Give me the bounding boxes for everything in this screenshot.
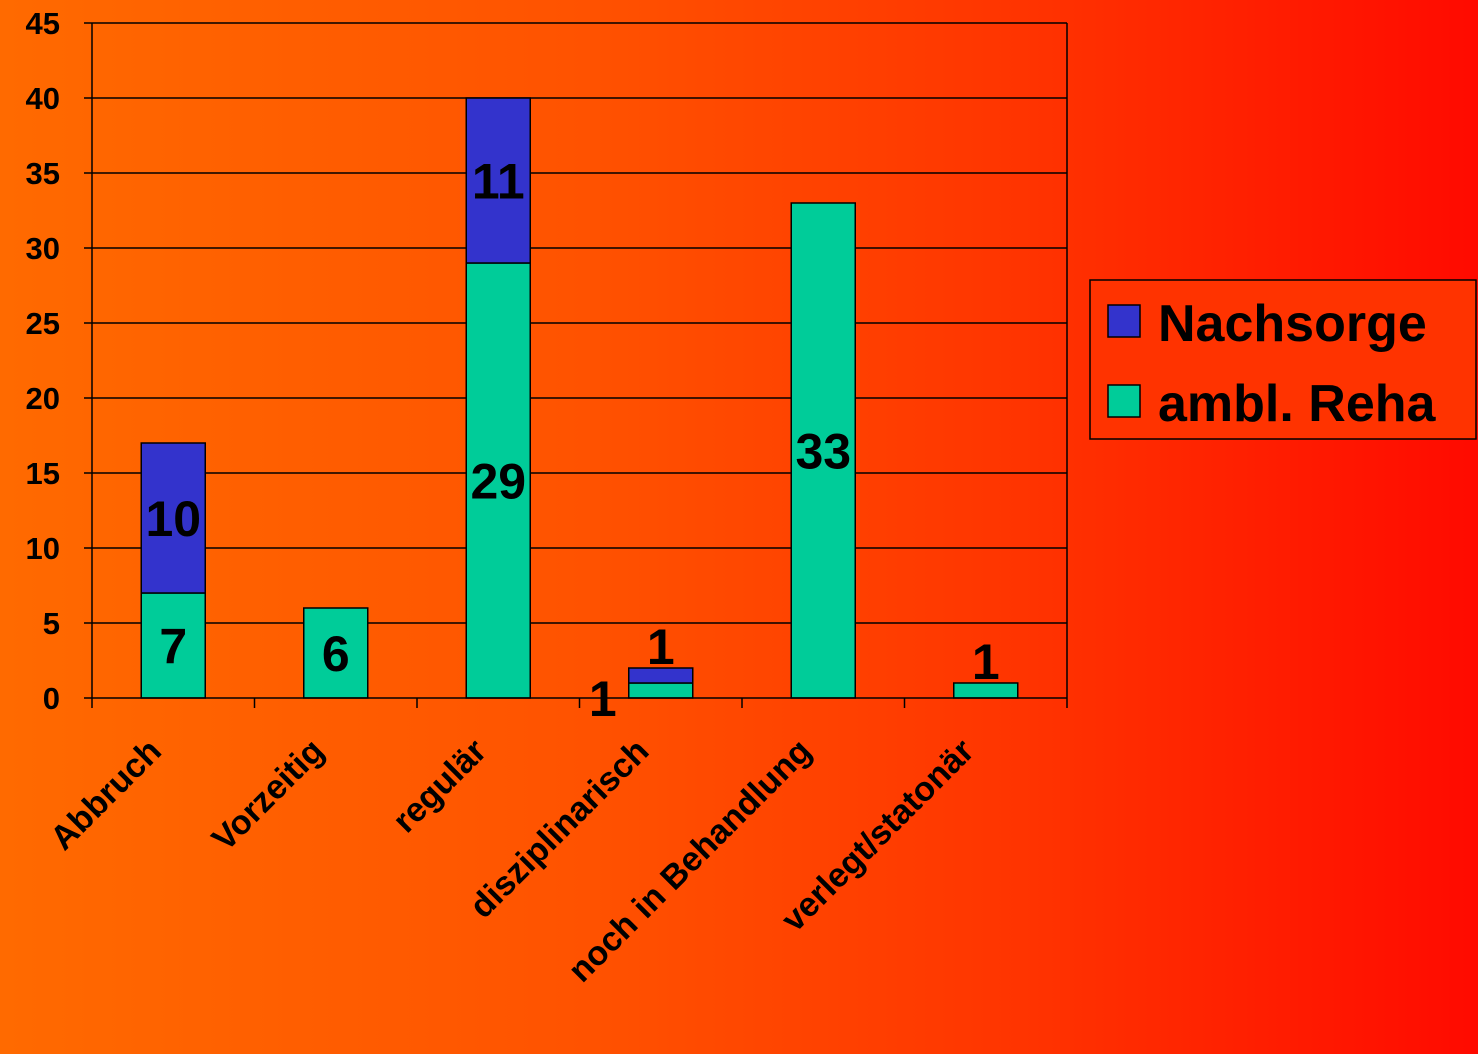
x-tick-label: Abbruch	[43, 732, 169, 858]
data-label: 33	[795, 424, 851, 480]
legend-box	[1089, 279, 1477, 440]
bar-segment	[628, 667, 694, 684]
y-tick-label: 30	[26, 231, 60, 266]
data-label: 7	[159, 619, 187, 675]
data-label: 11	[472, 154, 525, 210]
data-label: 1	[972, 634, 1000, 690]
data-label: 29	[470, 454, 526, 510]
y-tick-label: 10	[26, 531, 60, 566]
y-tick-label: 25	[26, 306, 60, 341]
x-tick-label: Vorzeitig	[205, 732, 332, 859]
bars	[140, 97, 1019, 699]
bar-segment	[465, 97, 531, 264]
bar-segment	[140, 592, 206, 699]
legend-swatch	[1107, 304, 1141, 338]
data-label: 1	[589, 671, 617, 727]
data-label: 10	[145, 491, 201, 547]
y-tick-label: 45	[26, 6, 60, 41]
legend: Nachsorge ambl. Reha	[1089, 279, 1477, 440]
legend-swatch	[1107, 384, 1141, 418]
x-tick-label: regulär	[386, 732, 494, 840]
legend-label: ambl. Reha	[1158, 375, 1436, 433]
y-tick-label: 40	[26, 81, 60, 116]
bar-segment	[628, 682, 694, 699]
bar-segment	[140, 442, 206, 594]
legend-label: Nachsorge	[1158, 295, 1427, 353]
gridlines	[92, 22, 1067, 624]
y-tick-label: 35	[26, 156, 60, 191]
data-label: 6	[322, 626, 350, 682]
y-tick-label: 5	[43, 606, 60, 641]
y-tick-label: 0	[43, 681, 60, 716]
y-tick-label: 20	[26, 381, 60, 416]
y-tick-label: 15	[26, 456, 60, 491]
data-label: 1	[647, 619, 675, 675]
